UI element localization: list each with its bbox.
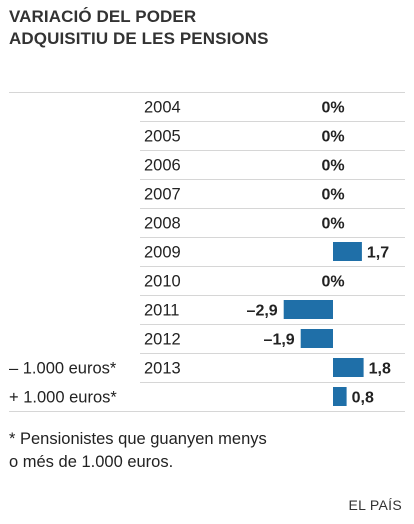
bar: [333, 387, 347, 406]
row-prefix-label: – 1.000 euros*: [9, 360, 117, 378]
bar: [333, 242, 362, 261]
data-label: 0%: [321, 187, 344, 204]
data-label: –2,9: [247, 303, 278, 320]
footnote: * Pensionistes que guanyen menys o més d…: [9, 428, 389, 474]
bar: [333, 358, 364, 377]
data-label: –1,9: [264, 332, 295, 349]
category-label: 2012: [144, 331, 181, 349]
data-label: 0,8: [352, 390, 374, 407]
chart-title: VARIACIÓ DEL PODER ADQUISITIU DE LES PEN…: [9, 6, 409, 50]
bar: [300, 329, 333, 348]
chart-title-line-1: VARIACIÓ DEL PODER: [9, 7, 197, 26]
data-label: 1,8: [369, 361, 391, 378]
category-label: 2006: [144, 157, 181, 175]
footnote-line-1: * Pensionistes que guanyen menys: [9, 430, 267, 448]
source-credit: EL PAÍS: [348, 497, 402, 513]
data-label: 0%: [321, 100, 344, 117]
data-label: 0%: [321, 216, 344, 233]
category-label: 2010: [144, 273, 181, 291]
bar: [283, 300, 333, 319]
bar-chart: 2004 0% 2005 0% 2006 0% 2007 0% 2008 0% 2009 1,7 201…: [9, 92, 405, 412]
category-label: 2008: [144, 215, 181, 233]
row-prefix-label: + 1.000 euros*: [9, 389, 117, 407]
data-label: 0%: [321, 129, 344, 146]
data-label: 0%: [321, 158, 344, 175]
category-label: 2013: [144, 360, 181, 378]
category-label: 2011: [144, 302, 179, 320]
footnote-line-2: o més de 1.000 euros.: [9, 453, 174, 471]
category-label: 2005: [144, 128, 181, 146]
chart-title-line-2: ADQUISITIU DE LES PENSIONS: [9, 29, 269, 48]
category-label: 2004: [144, 99, 181, 117]
data-label: 1,7: [367, 245, 389, 262]
category-label: 2007: [144, 186, 181, 204]
category-label: 2009: [144, 244, 181, 262]
data-label: 0%: [321, 274, 344, 291]
